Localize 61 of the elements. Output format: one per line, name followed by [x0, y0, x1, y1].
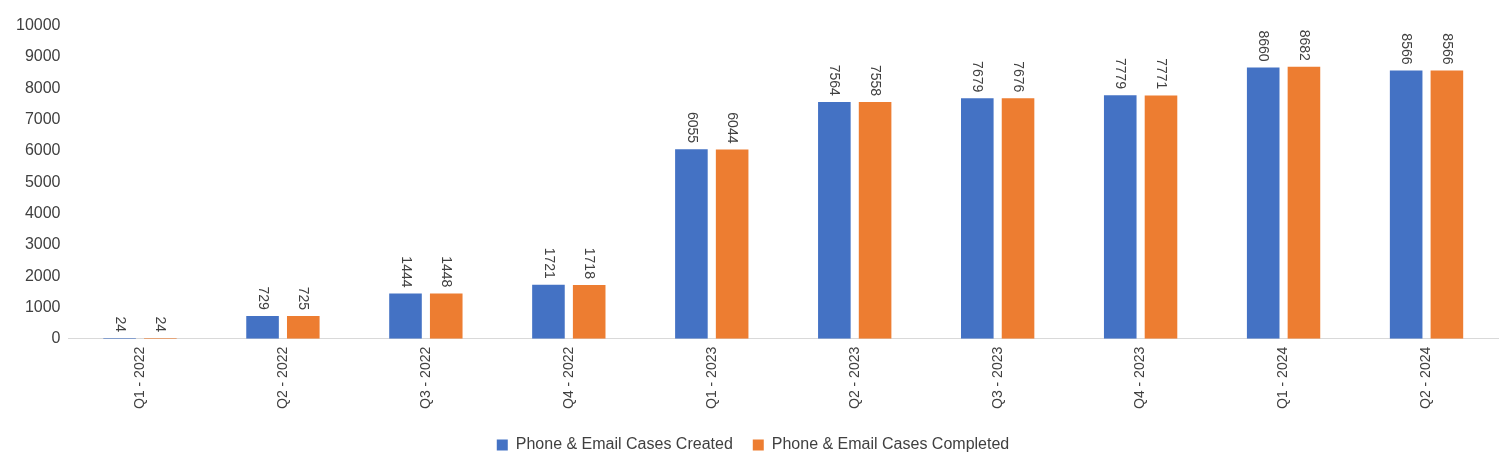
x-tick-label: Q4 - 2023	[1131, 346, 1148, 409]
y-tick-label: 4000	[24, 203, 61, 221]
bar	[389, 293, 422, 339]
data-label: 8682	[1297, 29, 1314, 62]
data-label: 1448	[439, 256, 456, 288]
y-tick-label: 10000	[15, 16, 61, 34]
bar	[818, 101, 851, 339]
bar	[675, 149, 708, 339]
data-label: 729	[255, 286, 272, 311]
y-tick-label: 5000	[24, 172, 61, 190]
x-tick-label: Q1 - 2023	[702, 346, 719, 409]
x-tick-label: Q2 - 2024	[1417, 346, 1434, 409]
bar	[1430, 70, 1464, 339]
data-label: 7679	[970, 61, 987, 93]
bar	[961, 98, 994, 339]
y-tick-label: 7000	[24, 109, 61, 127]
bar	[715, 149, 749, 339]
data-label: 6044	[725, 112, 742, 144]
y-tick-label: 2000	[24, 266, 61, 284]
bar	[1246, 67, 1280, 339]
data-label: 7558	[868, 64, 885, 97]
data-label: 7779	[1113, 57, 1130, 90]
data-label: 24	[153, 316, 170, 333]
data-label: 1444	[398, 256, 415, 288]
bar	[1144, 95, 1178, 339]
data-label: 1721	[541, 247, 558, 280]
bar	[858, 102, 892, 339]
data-label: 8566	[1399, 33, 1416, 65]
legend-label: Phone & Email Cases Completed	[771, 435, 1010, 453]
bar	[572, 284, 606, 339]
bar	[532, 284, 565, 339]
data-label: 1718	[582, 247, 599, 280]
bar	[1389, 70, 1423, 339]
data-label: 7676	[1011, 61, 1028, 93]
bar	[246, 315, 279, 339]
data-label: 8566	[1440, 33, 1457, 65]
bar	[1001, 98, 1035, 339]
data-label: 24	[112, 316, 129, 333]
x-tick-label: Q4 - 2022	[559, 346, 576, 409]
data-label: 8660	[1256, 30, 1273, 62]
x-tick-label: Q2 - 2022	[273, 346, 290, 409]
data-label: 6055	[684, 111, 701, 144]
x-tick-label: Q1 - 2022	[130, 346, 147, 409]
bar	[1287, 66, 1321, 339]
x-tick-label: Q2 - 2023	[845, 346, 862, 409]
y-tick-label: 3000	[24, 235, 61, 253]
y-tick-label: 0	[51, 329, 61, 347]
y-tick-label: 8000	[24, 78, 61, 96]
y-tick-label: 6000	[24, 141, 61, 159]
bar	[286, 316, 320, 339]
data-label: 7564	[827, 64, 844, 97]
y-tick-label: 1000	[24, 297, 61, 315]
data-label: 7771	[1154, 58, 1171, 90]
x-tick-label: Q3 - 2022	[416, 346, 433, 409]
y-tick-label: 9000	[24, 47, 61, 65]
bar	[1103, 95, 1137, 339]
legend-label: Phone & Email Cases Created	[515, 435, 733, 453]
data-label: 725	[296, 286, 313, 311]
x-tick-label: Q1 - 2024	[1274, 346, 1291, 409]
bar	[429, 293, 463, 339]
x-tick-label: Q3 - 2023	[988, 346, 1005, 409]
